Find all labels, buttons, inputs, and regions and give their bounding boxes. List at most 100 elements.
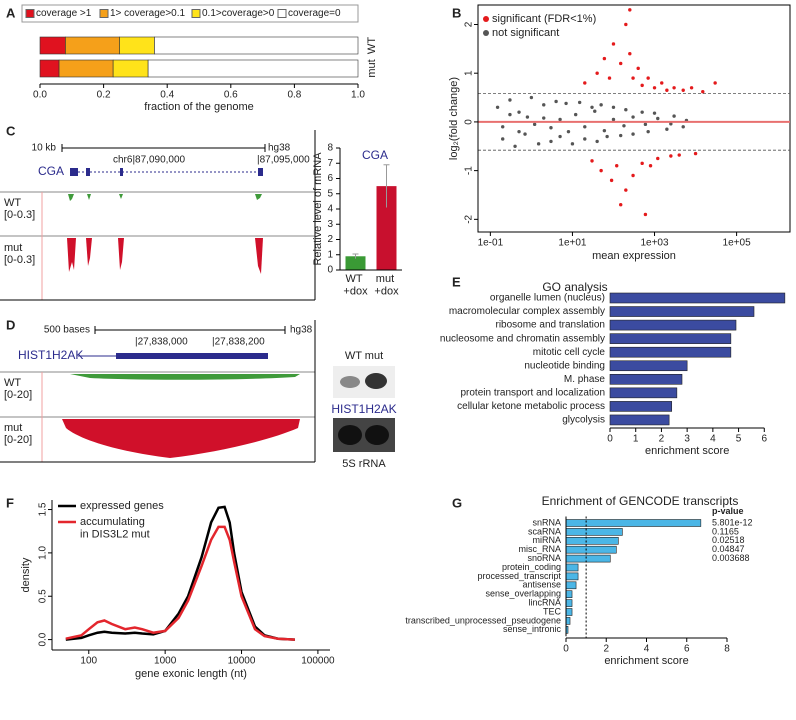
y-tick-label: nucleosome and chromatin assembly bbox=[440, 333, 605, 344]
text-line: mut bbox=[376, 273, 397, 285]
point bbox=[681, 125, 685, 129]
bar bbox=[376, 186, 397, 270]
x-tick-label: 1e+03 bbox=[640, 238, 669, 249]
bar bbox=[609, 387, 678, 399]
x-tick-label: 2 bbox=[603, 644, 609, 655]
assembly: hg38 bbox=[268, 143, 291, 154]
chart-title: CGA bbox=[362, 148, 388, 162]
y-tick-label: M. phase bbox=[564, 374, 606, 385]
legend-swatch bbox=[191, 9, 201, 18]
point bbox=[558, 134, 562, 139]
x-tick-label: 100000 bbox=[301, 656, 335, 667]
coordinate: |27,838,200 bbox=[212, 337, 265, 348]
browser-c: C 10 kb hg38 chr6|87,090,000 |87,095,000… bbox=[0, 123, 316, 301]
bar bbox=[609, 333, 732, 344]
y-tick-label: organelle lumen (nucleus) bbox=[490, 293, 605, 304]
point bbox=[665, 88, 669, 92]
point bbox=[693, 151, 698, 156]
point bbox=[529, 95, 534, 100]
x-tick-label: 4 bbox=[710, 434, 716, 445]
y-tick-label: 1.0 bbox=[38, 546, 49, 560]
gene-name: HIST1H2AK bbox=[18, 348, 83, 362]
bar-segment bbox=[39, 36, 66, 55]
point bbox=[595, 71, 599, 75]
y-tick-label: 4 bbox=[327, 204, 333, 215]
bar bbox=[565, 563, 579, 572]
point bbox=[583, 137, 587, 141]
point bbox=[611, 42, 616, 46]
category-label: mut bbox=[366, 59, 378, 77]
exon bbox=[70, 168, 78, 176]
bar bbox=[345, 256, 366, 270]
x-tick-label: 0.6 bbox=[224, 90, 238, 101]
exon bbox=[86, 168, 90, 176]
point bbox=[652, 86, 657, 90]
legend-label: significant (FDR<1%) bbox=[492, 13, 596, 25]
point bbox=[669, 122, 673, 126]
point bbox=[631, 115, 635, 119]
point bbox=[643, 212, 648, 217]
y-axis-title: Relative level of mRNA bbox=[312, 152, 324, 266]
y-tick-label: 8 bbox=[327, 143, 333, 154]
y-tick-label: mitotic cell cycle bbox=[533, 347, 606, 358]
x-tick-label: 6 bbox=[762, 434, 768, 445]
legend-marker bbox=[483, 30, 489, 36]
y-axis-title: log₂(fold change) bbox=[448, 77, 460, 160]
panel-letter: A bbox=[6, 5, 16, 20]
x-tick-label: 4 bbox=[644, 644, 650, 655]
panel-letter: E bbox=[452, 274, 461, 289]
bar bbox=[565, 545, 617, 554]
point bbox=[602, 56, 607, 61]
y-tick-label: TEC bbox=[543, 606, 562, 616]
y-tick-label: ribosome and translation bbox=[495, 320, 605, 331]
y-tick-label: transcribed_unprocessed_pseudogene bbox=[405, 615, 561, 625]
bar bbox=[609, 346, 732, 358]
y-tick-label: 0.5 bbox=[38, 589, 49, 603]
point bbox=[573, 112, 578, 117]
y-tick-label: 0 bbox=[464, 119, 475, 125]
point bbox=[646, 129, 650, 134]
text-line: in DIS3L2 mut bbox=[80, 529, 150, 541]
x-tick-label: 8 bbox=[724, 644, 730, 655]
y-tick-label: antisense bbox=[522, 580, 561, 590]
line-series bbox=[65, 505, 295, 641]
bar bbox=[609, 319, 737, 331]
point bbox=[648, 164, 653, 168]
track-range: [0-20] bbox=[4, 434, 32, 446]
x-tick-label: 0 bbox=[607, 434, 613, 445]
y-tick-label: 6 bbox=[327, 173, 333, 184]
coordinate: |87,095,000 bbox=[257, 155, 310, 166]
point bbox=[513, 144, 517, 148]
point bbox=[656, 116, 660, 121]
y-axis-title: density bbox=[20, 557, 32, 592]
point bbox=[542, 103, 546, 107]
point bbox=[665, 127, 669, 131]
x-tick-label: 5 bbox=[736, 434, 742, 445]
point bbox=[554, 99, 558, 104]
x-tick-label: 1000 bbox=[154, 656, 177, 667]
bar bbox=[609, 292, 786, 304]
point bbox=[631, 173, 635, 178]
text-line: +dox bbox=[343, 286, 368, 298]
panel-letter: F bbox=[6, 495, 14, 510]
p-value: 0.1165 bbox=[712, 526, 739, 536]
bar-segment bbox=[154, 36, 359, 55]
x-tick-label: mut +dox bbox=[374, 273, 399, 298]
assembly: hg38 bbox=[290, 325, 313, 336]
gene-name: CGA bbox=[38, 164, 64, 178]
point bbox=[646, 76, 650, 80]
bar bbox=[565, 572, 579, 581]
legend-label: not significant bbox=[492, 27, 559, 39]
point bbox=[595, 139, 599, 144]
point bbox=[549, 126, 553, 130]
exon bbox=[258, 168, 263, 176]
y-tick-label: protein_coding bbox=[502, 562, 561, 572]
point bbox=[501, 137, 505, 141]
point bbox=[619, 61, 623, 66]
legend-label: accumulating in DIS3L2 mut bbox=[80, 516, 150, 541]
point bbox=[628, 52, 632, 56]
point bbox=[536, 142, 541, 146]
point bbox=[508, 112, 512, 117]
track-name: mut bbox=[4, 422, 22, 434]
